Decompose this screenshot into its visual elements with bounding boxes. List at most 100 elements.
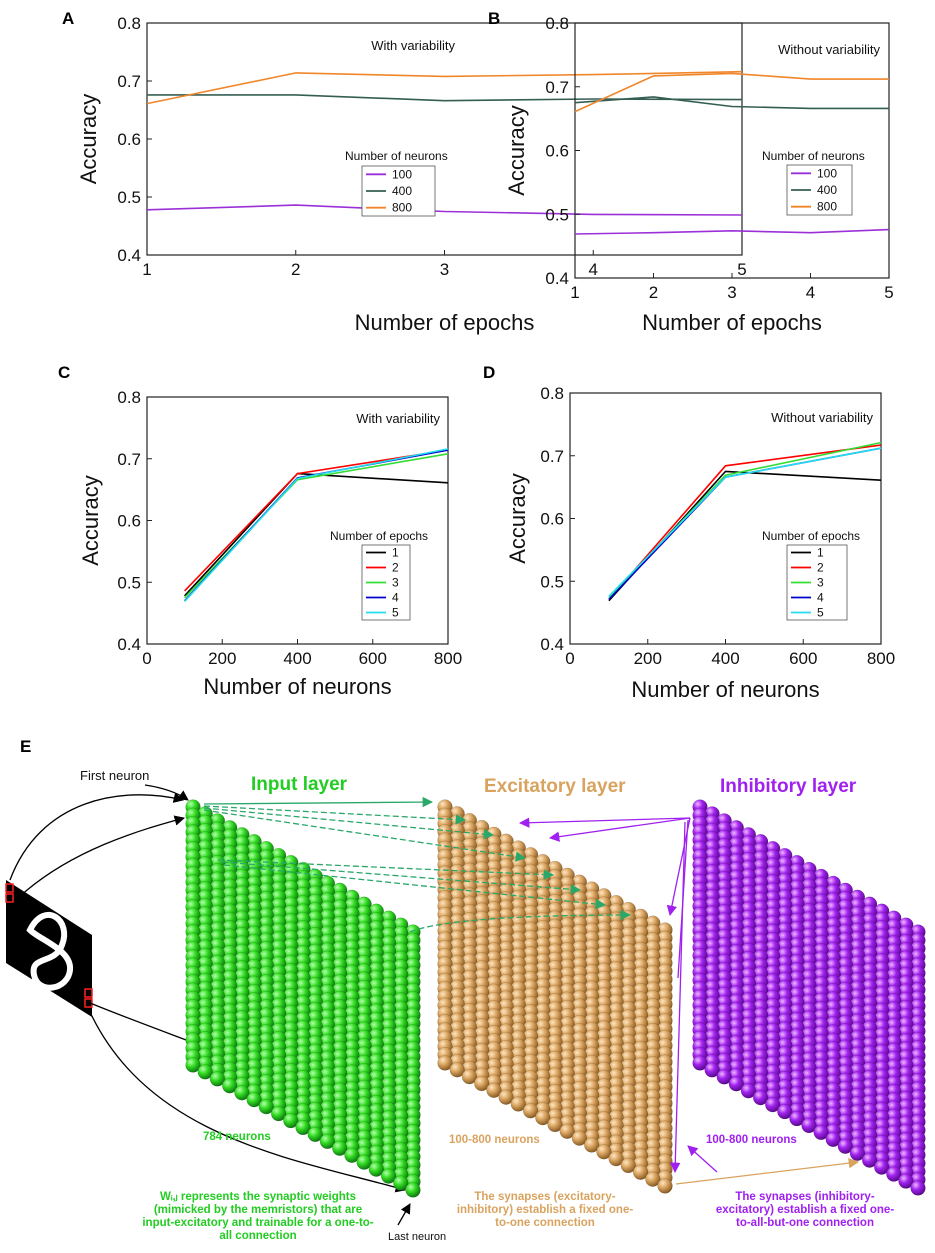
legend-entry: 3 [392, 576, 399, 590]
excitatory-caption-line: The synapses (excitatory- [474, 1191, 615, 1203]
neuron [185, 1057, 201, 1073]
neuron [258, 1099, 274, 1115]
x-axis-label: Number of neurons [203, 674, 391, 699]
x-tick-label: 3 [440, 260, 449, 279]
y-axis-label: Accuracy [78, 475, 103, 565]
x-tick-label: 200 [208, 649, 236, 668]
neuron [307, 1126, 323, 1143]
neuron [765, 1097, 781, 1113]
x-axis-label: Number of epochs [642, 310, 822, 335]
x-tick-label: 5 [884, 283, 893, 302]
legend-entry: 800 [392, 201, 412, 215]
x-tick-label: 400 [711, 649, 739, 668]
chart-panel-c: 0.4 0.5 0.6 0.7 0.8 0 200 400 600 800 C Number of n… [58, 363, 462, 699]
legend-entry: 3 [817, 576, 824, 590]
neuron [209, 1071, 226, 1087]
neuron [777, 1103, 793, 1120]
legend-entry: 2 [817, 561, 824, 575]
x-axis-label: Number of epochs [355, 310, 535, 335]
inhibitory-layer-title: Inhibitory layer [720, 776, 857, 797]
series-line-800 [146, 70, 743, 105]
neuron [886, 1166, 902, 1182]
neuron [910, 1180, 926, 1196]
inhibitory-layer-caption: The synapses (inhibitory- excitatory) es… [716, 1191, 894, 1229]
neuron [449, 1062, 465, 1078]
neuron [405, 1182, 421, 1198]
x-tick-label: 400 [283, 649, 311, 668]
y-tick-label: 0.6 [545, 142, 569, 161]
legend-entry: 4 [392, 591, 399, 605]
x-tick-label: 3 [727, 283, 736, 302]
neuron [559, 1123, 575, 1139]
excitatory-layer-caption: The synapses (excitatory- inhibitory) es… [457, 1191, 634, 1229]
y-tick-label: 0.8 [117, 14, 141, 33]
inhibitory-caption-line: excitatory) establish a fixed one- [716, 1204, 894, 1216]
x-tick-label: 0 [565, 649, 574, 668]
input-caption-line: Wᵢ,ⱼ represents the synaptic weights [160, 1191, 356, 1203]
y-tick-label: 0.7 [117, 72, 141, 91]
neuron [437, 1055, 453, 1071]
legend-entry: 100 [817, 166, 837, 180]
neuron [657, 1178, 673, 1194]
legend-title: Number of epochs [330, 529, 428, 543]
neuron [825, 1131, 841, 1148]
input-layer-title: Input layer [251, 774, 348, 795]
chart-panel-a: 0.4 0.5 0.6 0.7 0.8 1 2 3 4 5 A Number of epochs Acc… [62, 9, 747, 335]
neuron [461, 1069, 478, 1085]
neuron [344, 1147, 360, 1163]
legend-entry: 400 [817, 183, 837, 197]
input-layer-caption: Wᵢ,ⱼ represents the synaptic weights (mi… [142, 1191, 373, 1242]
y-tick-label: 0.5 [540, 572, 564, 591]
inhibitory-layer-neurons [692, 799, 926, 1196]
input-excitatory-synapse-arrows [203, 796, 632, 933]
neuron [197, 1064, 213, 1080]
neuron [789, 1110, 805, 1127]
variability-annotation: With variability [356, 411, 440, 426]
y-axis-label: Accuracy [504, 105, 529, 195]
legend-title: Number of epochs [762, 529, 860, 543]
series-line-3 [184, 453, 449, 599]
legend-title: Number of neurons [762, 149, 865, 163]
legend-entry: 5 [817, 606, 824, 620]
neuron [393, 1175, 409, 1191]
neuron [801, 1117, 817, 1134]
mnist-digit-image [5, 880, 93, 1017]
x-tick-label: 4 [589, 260, 598, 279]
neuron [510, 1096, 526, 1112]
excitatory-layer-neurons [437, 799, 673, 1194]
legend-entry: 2 [392, 561, 399, 575]
neuron [283, 1112, 299, 1129]
variability-annotation: With variability [371, 38, 455, 53]
excitatory-layer-count: 100-800 neurons [449, 1134, 540, 1146]
legend-entry: 100 [392, 167, 412, 181]
x-tick-label: 4 [806, 283, 815, 302]
x-tick-label: 600 [359, 649, 387, 668]
series-line-5 [608, 447, 882, 597]
excitatory-layer-title: Excitatory layer [484, 776, 626, 797]
chart-panel-b: 0.4 0.5 0.6 0.7 0.8 1 2 3 4 5 B Number of epochs Acc… [488, 9, 894, 335]
excitatory-inhibitory-arrow [675, 1157, 860, 1185]
neuron [498, 1089, 514, 1105]
chart-panel-d: 0.4 0.5 0.6 0.7 0.8 0 200 400 600 800 D Number of n… [483, 363, 895, 702]
series-line-2 [184, 449, 449, 592]
neuron [571, 1130, 588, 1146]
y-tick-label: 0.5 [545, 205, 569, 224]
input-caption-line: (mimicked by the memristors) that are [154, 1204, 362, 1216]
neuron [222, 1078, 238, 1094]
neuron [620, 1157, 636, 1174]
inhibitory-layer-count: 100-800 neurons [706, 1134, 797, 1146]
plot-frame [146, 22, 743, 256]
neuron [861, 1152, 878, 1168]
input-layer-count: 784 neurons [203, 1131, 271, 1143]
input-caption-line: all connection [219, 1230, 296, 1242]
legend-entry: 5 [392, 606, 399, 620]
neuron [234, 1085, 250, 1101]
input-layer-neurons [185, 799, 421, 1198]
legend-entry: 1 [817, 546, 824, 560]
neuron [522, 1103, 539, 1119]
neuron [645, 1171, 661, 1187]
last-neuron-label: Last neuron [388, 1231, 446, 1243]
x-tick-label: 600 [789, 649, 817, 668]
